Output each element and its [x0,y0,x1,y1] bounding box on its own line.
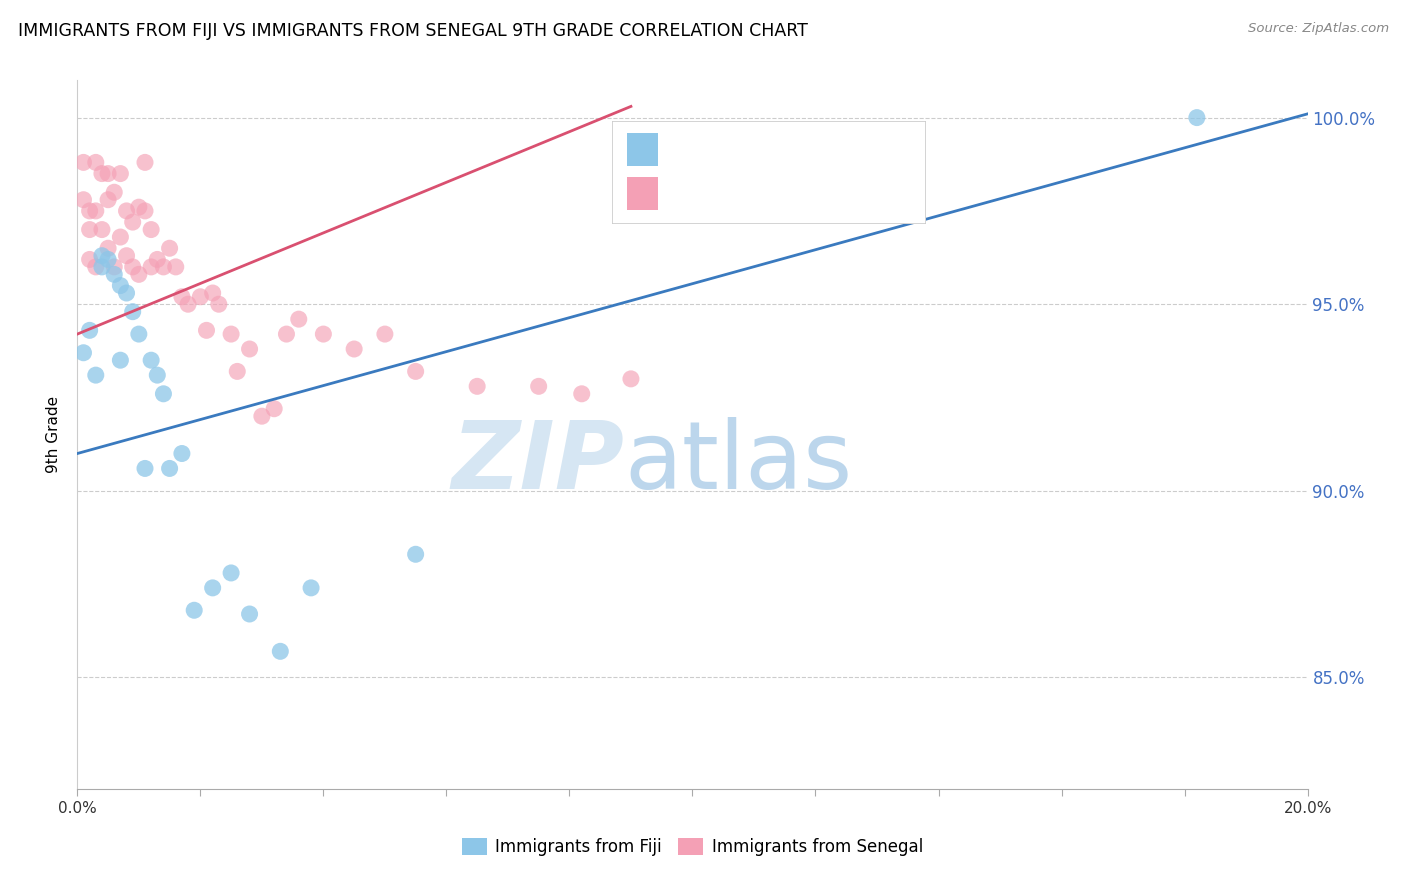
Point [239,342,262,356]
Point [90,249,114,263]
Point [146,368,169,383]
Point [146,252,169,267]
Point [269,644,291,658]
FancyBboxPatch shape [627,133,658,166]
Y-axis label: 9th Grade: 9th Grade [46,396,62,474]
Point [288,312,311,326]
Point [152,260,174,274]
Point [183,603,205,617]
Point [239,607,262,621]
Point [195,323,218,337]
Point [170,446,193,460]
Point [79,222,101,236]
Point [103,268,125,282]
Point [103,260,125,274]
Point [84,260,107,274]
Point [620,372,643,386]
Point [312,327,335,342]
Point [84,203,107,218]
Point [72,345,94,359]
Point [97,252,120,267]
Text: Source: ZipAtlas.com: Source: ZipAtlas.com [1249,22,1389,36]
Point [571,386,593,401]
Point [299,581,322,595]
Point [177,297,200,311]
Point [110,230,132,244]
Point [465,379,488,393]
Point [121,215,143,229]
Point [110,167,132,181]
Point [226,364,249,378]
Point [128,327,150,342]
Point [159,461,181,475]
Point [97,241,120,255]
Point [128,200,150,214]
Point [121,260,143,274]
Point [141,260,163,274]
Point [79,323,101,337]
Point [97,167,120,181]
Point [134,155,156,169]
Point [84,368,107,383]
FancyBboxPatch shape [613,120,927,224]
Point [250,409,273,424]
Text: R = 0.350: R = 0.350 [671,184,769,202]
Point [201,286,224,301]
Point [159,241,181,255]
Point [110,278,132,293]
Point [97,193,120,207]
Point [527,379,550,393]
Text: ZIP: ZIP [451,417,624,509]
Point [208,297,231,311]
Point [79,203,101,218]
Text: IMMIGRANTS FROM FIJI VS IMMIGRANTS FROM SENEGAL 9TH GRADE CORRELATION CHART: IMMIGRANTS FROM FIJI VS IMMIGRANTS FROM … [18,22,808,40]
Point [128,268,150,282]
Point [170,290,193,304]
Point [72,155,94,169]
Point [141,353,163,368]
Point [343,342,366,356]
Point [72,193,94,207]
Point [115,203,138,218]
Point [374,327,396,342]
Point [152,386,174,401]
Text: R = 0.334: R = 0.334 [671,140,769,158]
Point [90,260,114,274]
Point [1185,111,1208,125]
Point [219,327,242,342]
Point [405,547,427,561]
Point [115,286,138,301]
Point [263,401,285,416]
Point [79,252,101,267]
Point [115,249,138,263]
FancyBboxPatch shape [627,178,658,211]
Point [90,167,114,181]
Point [276,327,298,342]
Point [103,186,125,200]
Legend: Immigrants from Fiji, Immigrants from Senegal: Immigrants from Fiji, Immigrants from Se… [456,831,929,863]
Text: N = 52: N = 52 [813,184,880,202]
Point [134,203,156,218]
Point [405,364,427,378]
Point [219,566,242,580]
Point [110,353,132,368]
Point [201,581,224,595]
Text: atlas: atlas [624,417,853,509]
Point [84,155,107,169]
Text: N = 26: N = 26 [813,140,880,158]
Point [165,260,187,274]
Point [121,304,143,318]
Point [188,290,212,304]
Point [141,222,163,236]
Point [90,222,114,236]
Point [134,461,156,475]
